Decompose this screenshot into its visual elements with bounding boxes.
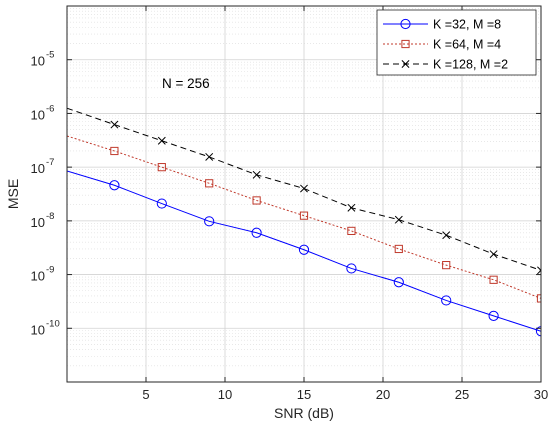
y-tick-exponent: -7	[46, 157, 54, 168]
data-point	[252, 170, 261, 179]
x-tick-label: 20	[376, 387, 390, 402]
series-3	[67, 107, 541, 275]
data-point	[347, 226, 356, 236]
data-point	[535, 326, 541, 337]
x-tick-label: 30	[534, 387, 548, 402]
y-tick-label: 10	[31, 322, 45, 337]
data-point	[347, 203, 356, 212]
data-point	[205, 179, 214, 188]
y-tick-label: 10	[31, 269, 45, 284]
data-point	[204, 216, 215, 227]
x-tick-label: 25	[455, 387, 469, 402]
y-tick-label: 10	[31, 107, 45, 122]
data-point	[205, 152, 214, 161]
data-point	[394, 244, 403, 254]
data-point	[157, 136, 166, 145]
y-axis-label: MSE	[5, 179, 21, 209]
y-tick-label: 10	[31, 215, 45, 230]
data-point	[442, 231, 451, 240]
legend-marker	[400, 18, 411, 30]
data-point	[157, 163, 166, 172]
series-line	[67, 135, 541, 299]
legend-label: K =64, M =4	[433, 38, 501, 52]
y-tick-exponent: -6	[46, 103, 54, 114]
legend-entry-2: K =64, M =4	[383, 38, 501, 52]
legend-marker	[401, 60, 410, 68]
y-tick-exponent: -5	[46, 50, 54, 61]
data-point	[441, 295, 452, 306]
data-point	[489, 250, 498, 259]
series-2	[67, 135, 541, 303]
series-layer	[67, 107, 541, 337]
y-tick-exponent: -10	[46, 318, 60, 329]
data-point	[537, 266, 541, 275]
data-point	[346, 263, 357, 274]
data-point	[442, 261, 451, 270]
data-point	[488, 310, 499, 322]
data-point	[300, 184, 308, 193]
data-point	[156, 198, 167, 209]
legend-label: K =32, M =8	[433, 18, 501, 32]
series-1	[67, 170, 541, 337]
grid	[67, 6, 541, 382]
x-axis: 5 10 15 20 25 30	[142, 6, 548, 402]
legend-marker	[401, 39, 410, 49]
x-tick-label: 15	[297, 387, 311, 402]
y-tick-label: 10	[31, 161, 45, 176]
series-line	[67, 170, 541, 332]
data-point	[110, 146, 119, 156]
y-tick-exponent: -9	[46, 265, 54, 276]
data-point	[110, 120, 119, 129]
data-point	[109, 180, 120, 191]
data-point	[489, 275, 498, 284]
data-point	[252, 196, 261, 205]
data-point	[251, 227, 262, 238]
y-tick-exponent: -8	[46, 211, 54, 222]
legend-entry-1: K =32, M =8	[383, 18, 501, 32]
legend-label: K =128, M =2	[433, 58, 508, 72]
data-point	[393, 277, 404, 288]
x-tick-label: 10	[218, 387, 232, 402]
legend: K =32, M =8 K =64, M =4 K =128, M =2	[376, 9, 537, 76]
legend-entry-3: K =128, M =2	[383, 58, 508, 72]
data-point	[536, 294, 541, 303]
x-axis-label: SNR (dB)	[274, 405, 334, 421]
data-point	[394, 215, 403, 224]
y-tick-label: 10	[31, 54, 45, 69]
annotation-n: N = 256	[162, 76, 210, 91]
data-point	[298, 244, 310, 255]
x-tick-label: 5	[142, 387, 149, 402]
data-point	[299, 211, 309, 220]
